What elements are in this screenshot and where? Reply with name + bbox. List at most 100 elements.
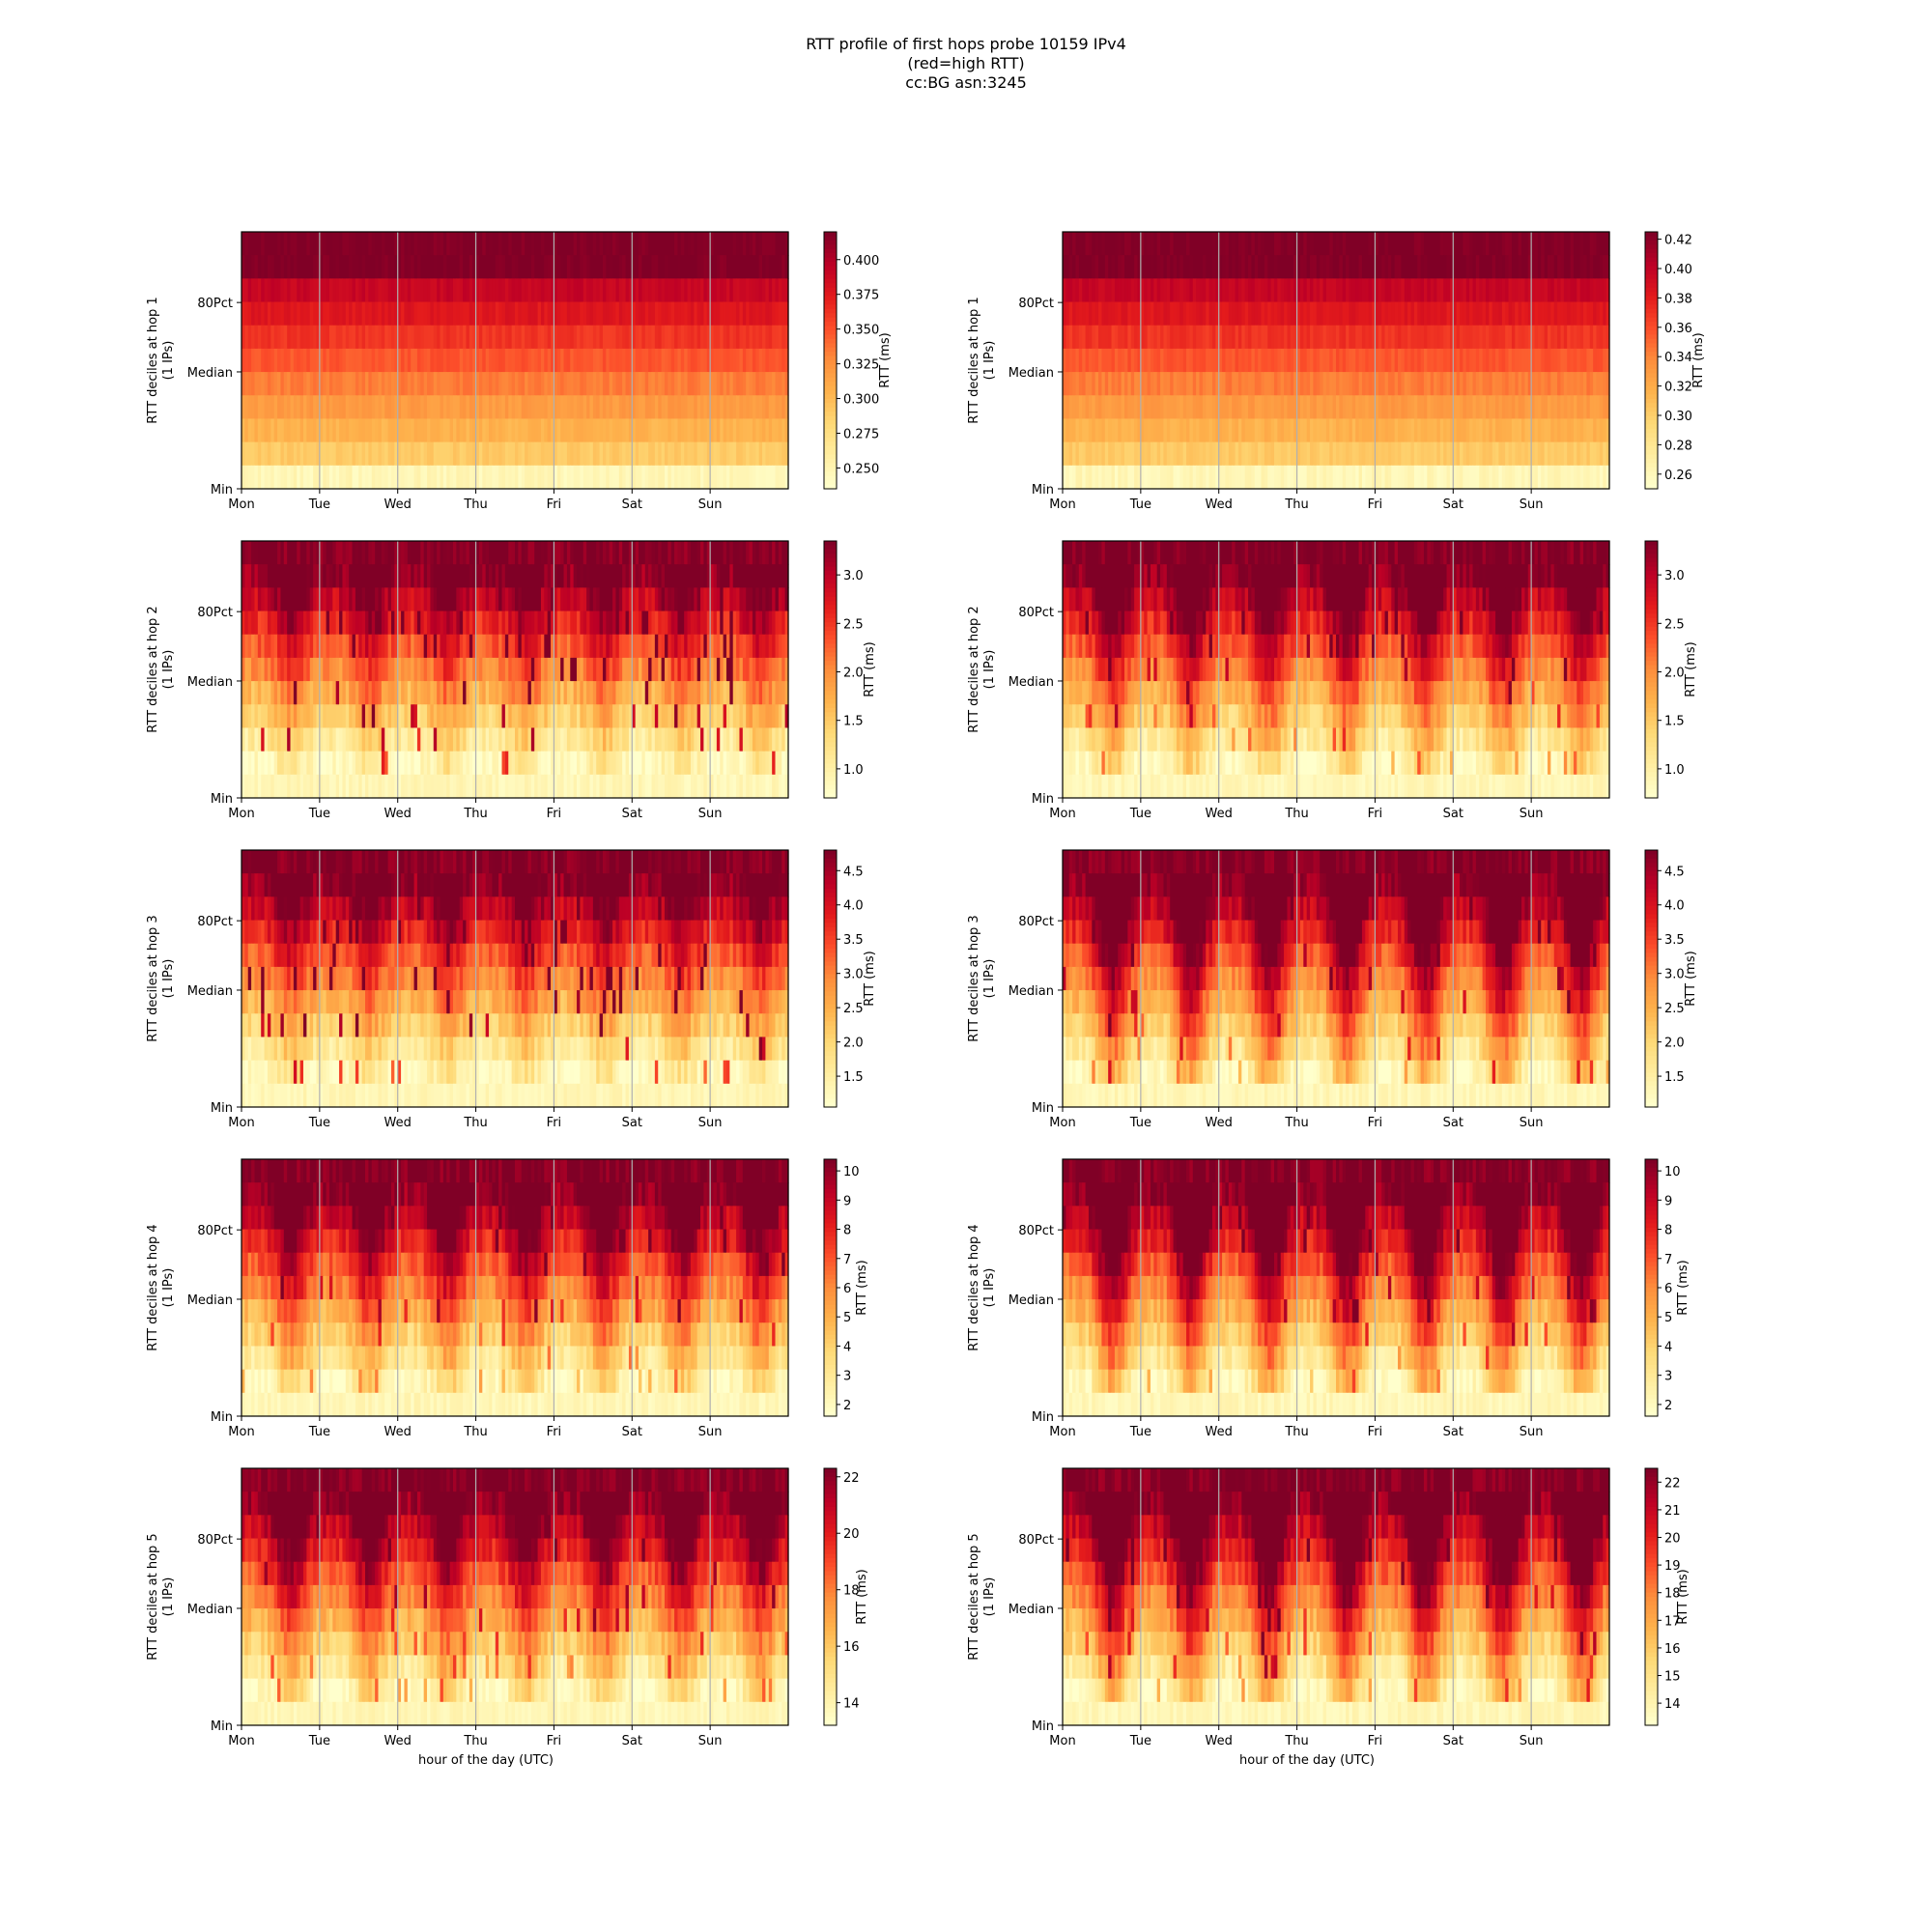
heatmap-cell: [1534, 465, 1539, 490]
heatmap-cell: [582, 278, 587, 303]
heatmap-cell: [544, 255, 549, 279]
heatmap-cell: [1387, 395, 1392, 420]
heatmap-cell: [349, 232, 354, 256]
heatmap-cell: [472, 587, 477, 612]
heatmap-cell: [525, 441, 529, 467]
heatmap-cell: [592, 255, 597, 279]
heatmap-cell: [335, 255, 340, 279]
heatmap-cell: [475, 564, 480, 588]
heatmap-cell: [339, 418, 344, 443]
heatmap-cell: [1192, 465, 1197, 490]
heatmap-cell: [290, 372, 295, 396]
heatmap-cell: [1127, 395, 1132, 420]
heatmap-cell: [1156, 418, 1161, 443]
heatmap-cell: [615, 587, 620, 612]
heatmap-cell: [1355, 441, 1360, 467]
heatmap-cell: [1189, 441, 1194, 467]
heatmap-cell: [1156, 301, 1161, 327]
heatmap-cell: [765, 465, 770, 490]
heatmap-cell: [411, 564, 415, 588]
heatmap-cell: [387, 232, 392, 256]
heatmap-cell: [664, 587, 668, 612]
heatmap-cell: [1199, 418, 1204, 443]
heatmap-cell: [1511, 441, 1516, 467]
heatmap-cell: [1280, 278, 1285, 303]
heatmap-cell: [365, 441, 369, 467]
heatmap-cell: [244, 395, 249, 420]
heatmap-cell: [466, 395, 470, 420]
heatmap-cell: [1505, 232, 1510, 256]
heatmap-cell: [1384, 325, 1389, 350]
heatmap-cell: [397, 441, 402, 467]
heatmap-cell: [1284, 465, 1289, 490]
heatmap-cell: [694, 587, 698, 612]
heatmap-cell: [287, 255, 292, 279]
heatmap-cell: [752, 232, 756, 256]
heatmap-cell: [361, 418, 366, 443]
heatmap-cell: [1605, 465, 1610, 490]
heatmap-cell: [442, 441, 447, 467]
heatmap-cell: [427, 587, 432, 612]
heatmap-cell: [1544, 232, 1548, 256]
heatmap-cell: [781, 441, 786, 467]
heatmap-cell: [1293, 418, 1298, 443]
heatmap-cell: [456, 465, 461, 490]
heatmap-cell: [1593, 301, 1598, 327]
heatmap-cell: [478, 441, 483, 467]
heatmap-cell: [1410, 441, 1415, 467]
heatmap-cell: [1557, 301, 1562, 327]
heatmap-cell: [440, 587, 444, 612]
heatmap-cell: [1527, 325, 1532, 350]
heatmap-cell: [1199, 372, 1204, 396]
heatmap-cell: [345, 278, 350, 303]
heatmap-cell: [752, 418, 756, 443]
heatmap-cell: [349, 395, 354, 420]
heatmap-cell: [456, 418, 461, 443]
heatmap-cell: [287, 465, 292, 490]
heatmap-cell: [684, 587, 689, 612]
heatmap-cell: [1407, 325, 1412, 350]
heatmap-cell: [1537, 255, 1542, 279]
x-tick-label-wed: Wed: [384, 497, 412, 512]
heatmap-cell: [1088, 325, 1093, 350]
heatmap-cell: [1179, 465, 1184, 490]
heatmap-cell: [1495, 418, 1500, 443]
heatmap-cell: [661, 348, 666, 373]
heatmap-cell: [551, 465, 555, 490]
heatmap-cell: [1124, 395, 1128, 420]
heatmap-cell: [742, 301, 747, 327]
heatmap-cell: [684, 278, 689, 303]
heatmap-cell: [1453, 395, 1458, 420]
heatmap-cell: [1453, 441, 1458, 467]
heatmap-cell: [472, 301, 477, 327]
heatmap-cell: [725, 541, 730, 565]
heatmap-cell: [355, 465, 359, 490]
heatmap-cell: [319, 232, 324, 256]
heatmap-cell: [1586, 418, 1591, 443]
heatmap-cell: [1404, 255, 1408, 279]
heatmap-cell: [440, 301, 444, 327]
heatmap-cell: [323, 564, 327, 588]
heatmap-cell: [1264, 441, 1268, 467]
heatmap-cell: [1316, 325, 1321, 350]
heatmap-cell: [303, 541, 307, 565]
heatmap-cell: [1577, 395, 1581, 420]
heatmap-cell: [1469, 441, 1474, 467]
heatmap-cell: [498, 564, 503, 588]
heatmap-cell: [368, 465, 373, 490]
heatmap-cell: [570, 541, 575, 565]
heatmap-cell: [316, 587, 321, 612]
heatmap-cell: [1127, 372, 1132, 396]
heatmap-cell: [361, 301, 366, 327]
heatmap-cell: [375, 564, 380, 588]
heatmap-cell: [563, 255, 568, 279]
heatmap-cell: [1150, 465, 1154, 490]
heatmap-cell: [1485, 441, 1490, 467]
heatmap-cell: [752, 278, 756, 303]
heatmap-cell: [1140, 255, 1145, 279]
heatmap-cell: [742, 395, 747, 420]
heatmap-cell: [1527, 395, 1532, 420]
heatmap-cell: [242, 541, 245, 565]
heatmap-cell: [1498, 255, 1503, 279]
heatmap-cell: [706, 441, 711, 467]
